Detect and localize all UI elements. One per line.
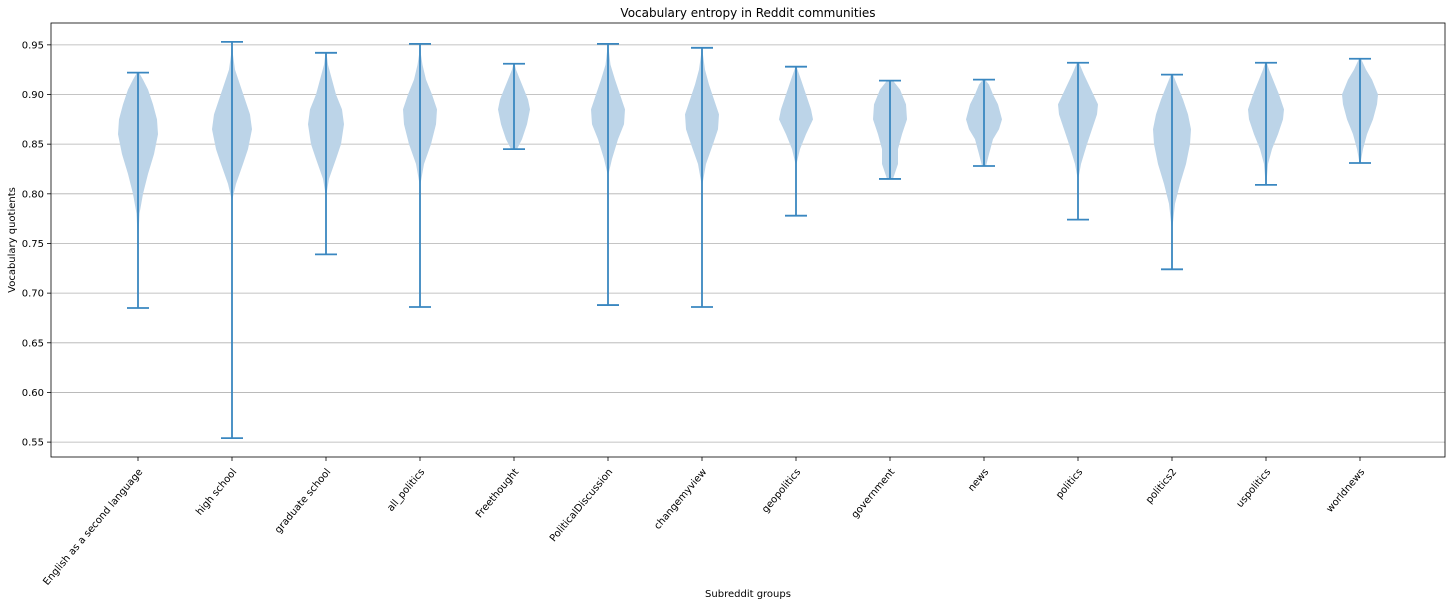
violin-all-politics: [403, 42, 437, 308]
violin-worldnews: [1342, 57, 1378, 164]
violin-politics2: [1153, 73, 1191, 271]
y-tick-label: 0.75: [22, 239, 44, 250]
x-tick-label: English as a second language: [41, 467, 145, 588]
x-tick-label: uspolitics: [1235, 467, 1274, 510]
y-axis-label: Vocabulary quotients: [7, 187, 18, 293]
y-tick-label: 0.65: [22, 338, 44, 349]
x-axis-label: Subreddit groups: [705, 589, 791, 600]
violin-uspolitics: [1248, 61, 1284, 186]
x-tick-label: worldnews: [1325, 467, 1368, 515]
grid-lines: [51, 44, 1445, 443]
y-tick-label: 0.80: [22, 189, 44, 200]
violin-changemyview: [685, 46, 719, 308]
x-tick-label: politics: [1054, 467, 1085, 501]
y-tick-label: 0.60: [22, 388, 44, 399]
violin-news: [966, 78, 1002, 167]
violin-freethought: [498, 62, 530, 151]
violin-politics: [1058, 61, 1098, 221]
x-tick-label: Freethought: [474, 467, 521, 521]
violin-high-school: [212, 40, 252, 440]
y-tick-label: 0.85: [22, 140, 44, 151]
x-axis-ticks: English as a second language high school g…: [41, 457, 1367, 588]
x-tick-label: high school: [194, 467, 239, 518]
x-tick-label: politics2: [1144, 467, 1179, 506]
violin-government: [873, 79, 907, 180]
y-tick-label: 0.90: [22, 90, 44, 101]
chart-title: Vocabulary entropy in Reddit communities: [620, 6, 875, 20]
y-tick-label: 0.55: [22, 438, 44, 449]
violin-politicaldiscussion: [591, 42, 625, 306]
x-tick-label: government: [850, 467, 898, 521]
violin-graduate-school: [308, 51, 344, 256]
violins: [118, 40, 1378, 440]
violin-english-as-a-second-language: [118, 71, 158, 309]
y-tick-label: 0.95: [22, 40, 44, 51]
x-tick-label: geopolitics: [760, 467, 803, 515]
x-tick-label: changemyview: [652, 467, 709, 532]
y-tick-label: 0.70: [22, 289, 44, 300]
x-tick-label: PoliticalDiscussion: [548, 467, 615, 544]
x-tick-label: news: [966, 467, 991, 494]
violin-geopolitics: [779, 65, 813, 217]
x-tick-label: graduate school: [273, 467, 333, 536]
plot-frame: [50, 22, 1446, 458]
x-tick-label: all_politics: [385, 467, 427, 514]
y-axis-ticks: 0.55 0.60 0.65 0.70 0.75 0.80 0.85 0.90 0.95: [22, 40, 51, 449]
